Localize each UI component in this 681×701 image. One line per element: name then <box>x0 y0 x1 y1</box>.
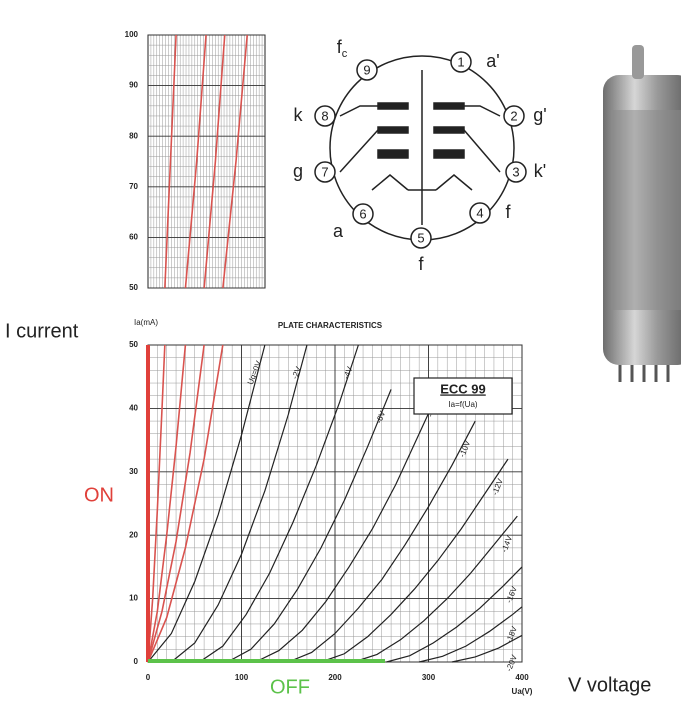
y-tick-label: 40 <box>129 404 138 413</box>
x-tick-label: 300 <box>422 673 436 682</box>
x-tick-label: 400 <box>515 673 529 682</box>
pin-number: 8 <box>321 108 328 123</box>
tube-photo <box>603 45 681 382</box>
annotation: OFF <box>270 676 310 698</box>
y-tick-label: 50 <box>129 340 138 349</box>
pin-number: 3 <box>512 164 519 179</box>
y-tick-label: 90 <box>129 81 138 90</box>
pin-number: 5 <box>417 230 424 245</box>
pin-label: k' <box>534 161 546 181</box>
pin-number: 2 <box>510 108 517 123</box>
y-tick-label: 50 <box>129 283 138 292</box>
x-tick-label: 100 <box>235 673 249 682</box>
pin-label: k <box>294 105 304 125</box>
pin-label-text: a' <box>486 51 499 71</box>
y-tick-label: 100 <box>125 30 139 39</box>
chart: 50 60 70 80 90 100 <box>125 30 265 292</box>
pin-label: g <box>293 161 303 181</box>
y-tick-label: 70 <box>129 182 138 191</box>
y-tick-label: 60 <box>129 233 138 242</box>
pin-label-text: a <box>333 221 344 241</box>
page: 1 a' 2 g' 3 k' 4 f 5 f 6a 7 g 8 k 9 fc 0 10 20 30 40 50 0 100 20… <box>0 0 681 701</box>
chart-title: PLATE CHARACTERISTICS <box>278 321 383 330</box>
pin-label: fc <box>337 37 348 60</box>
pin-label-text: k <box>294 105 304 125</box>
annotation: I current <box>5 320 79 342</box>
chart: 010203040500100200300400Ug=0V-2V-4V-6V-8… <box>129 318 533 696</box>
pin-number: 4 <box>476 205 483 220</box>
pin-label-text: k' <box>534 161 546 181</box>
pin-number: 9 <box>363 62 370 77</box>
y-tick-label: 30 <box>129 467 138 476</box>
y-axis-label: Ia(mA) <box>134 318 158 327</box>
pin-label-text: f <box>418 254 424 274</box>
y-tick-label: 80 <box>129 131 138 140</box>
annotation: V voltage <box>568 674 651 696</box>
annotation: ON <box>84 484 114 506</box>
pin-label-text: g <box>293 161 303 181</box>
x-tick-label: 0 <box>146 673 151 682</box>
pin-label-text: f <box>505 202 511 222</box>
pin-label-text: g' <box>533 105 546 125</box>
pin-label: a <box>333 221 344 241</box>
pin-label: g' <box>533 105 546 125</box>
chart-box-title: ECC 99 <box>440 381 486 396</box>
y-tick-label: 20 <box>129 530 138 539</box>
pin-number: 6 <box>359 206 366 221</box>
pin-label: f <box>418 254 424 274</box>
x-axis-label: Ua(V) <box>512 687 533 696</box>
pin-label: a' <box>486 51 499 71</box>
y-tick-label: 10 <box>129 594 138 603</box>
pin-number: 1 <box>457 54 464 69</box>
x-tick-label: 200 <box>328 673 342 682</box>
pin-label-subscript: c <box>342 48 348 60</box>
pin-label: f <box>505 202 511 222</box>
chart-box-subtitle: Ia=f(Ua) <box>448 400 477 409</box>
pin-number: 7 <box>321 164 328 179</box>
y-tick-label: 0 <box>134 657 139 666</box>
